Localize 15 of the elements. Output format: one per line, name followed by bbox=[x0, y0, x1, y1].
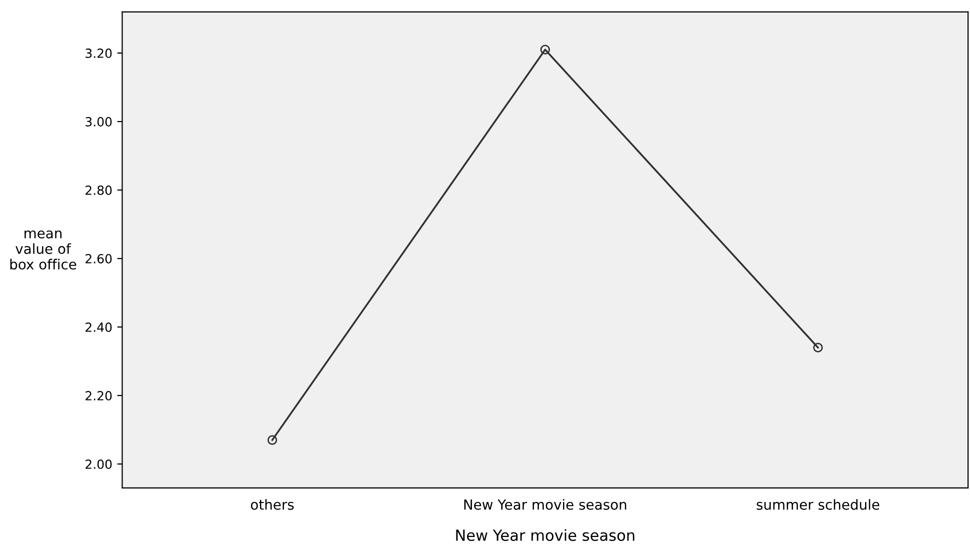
x-axis-title: New Year movie season bbox=[456, 529, 634, 542]
y-axis-title: mean value of box office bbox=[10, 230, 76, 270]
point bbox=[813, 342, 823, 352]
point bbox=[540, 44, 550, 54]
point bbox=[267, 435, 278, 445]
y-tick-label: 2.20 bbox=[86, 390, 112, 400]
x-tick-label: New Year movie season bbox=[464, 499, 626, 510]
y-tick-label: 2.60 bbox=[86, 254, 112, 264]
y-tick-label: 2.40 bbox=[86, 322, 112, 332]
y-tick-label: 3.00 bbox=[86, 117, 112, 126]
x-tick-label: others bbox=[250, 499, 294, 510]
y-tick-label: 2.00 bbox=[86, 459, 112, 469]
y-tick-label: 2.80 bbox=[86, 186, 112, 195]
y-tick-label: 3.20 bbox=[86, 48, 112, 58]
x-tick-label: summer schedule bbox=[756, 499, 880, 510]
